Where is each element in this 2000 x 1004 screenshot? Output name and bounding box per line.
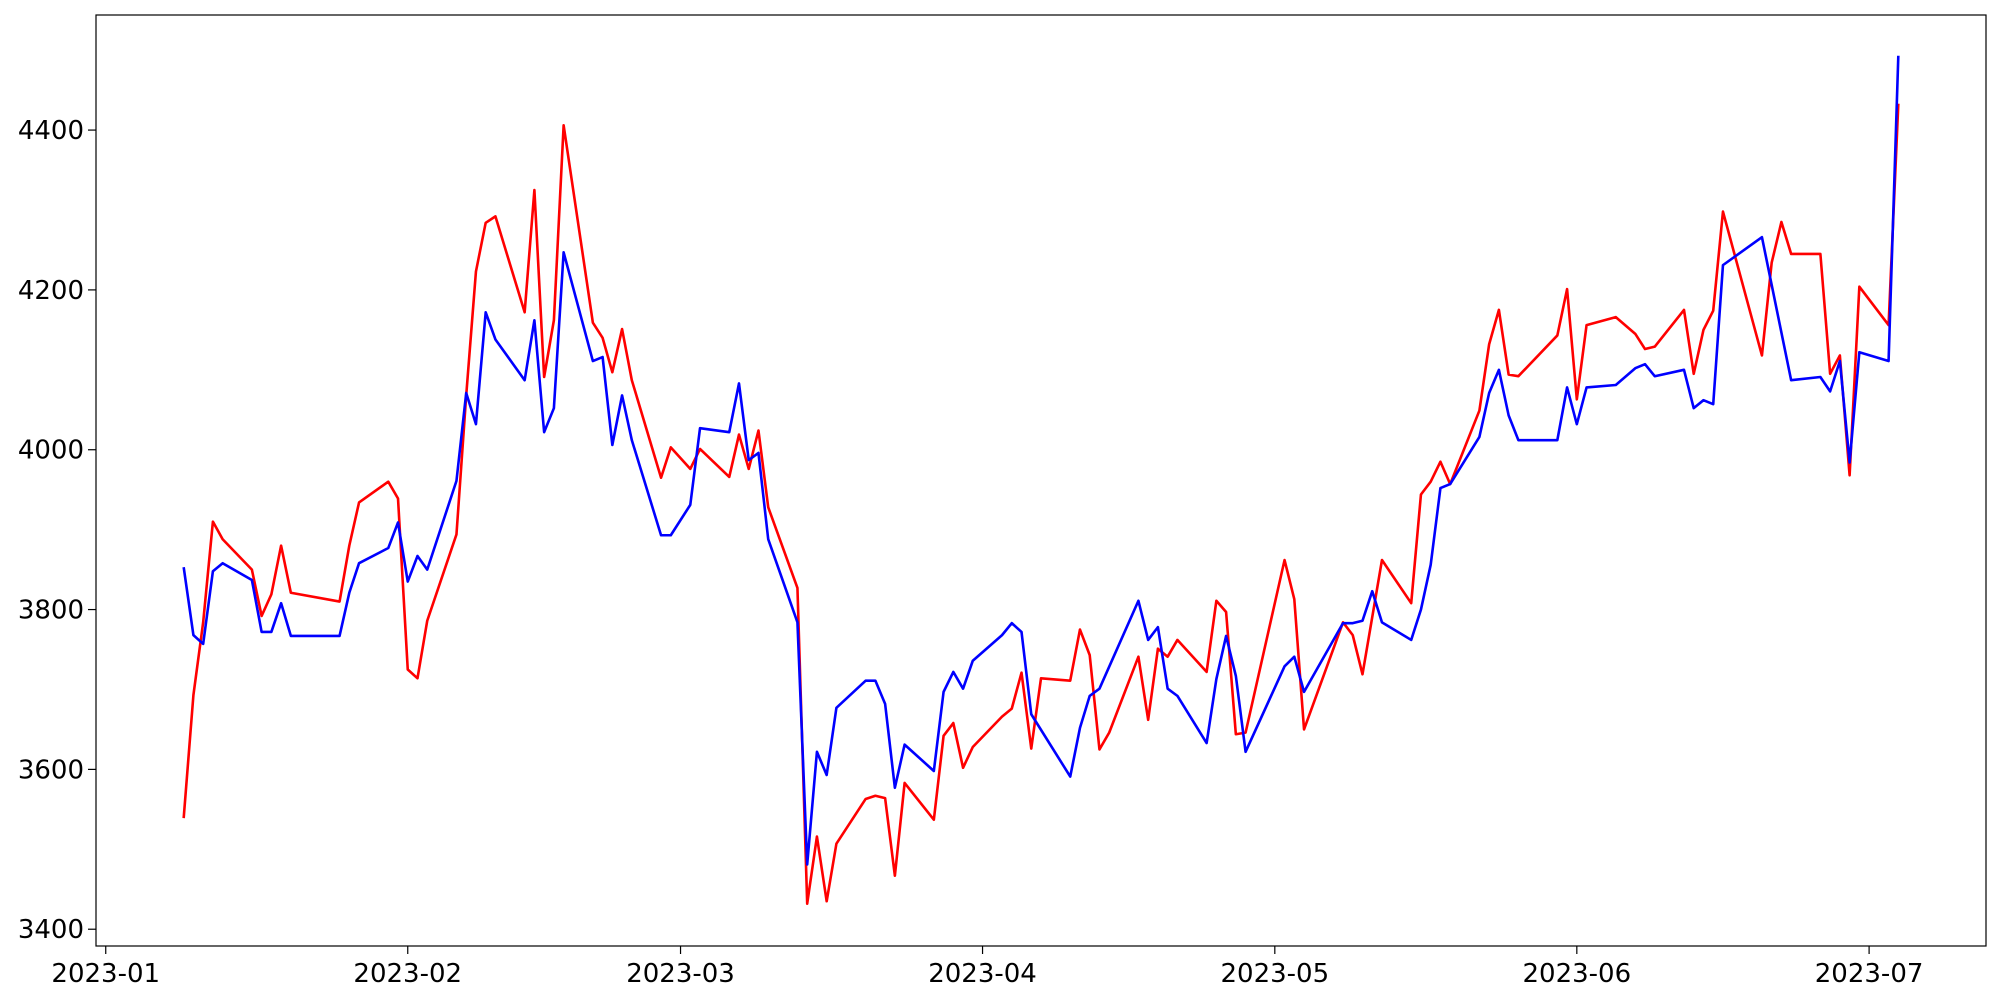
series-line bbox=[182, 103, 1900, 905]
x-tick-label: 2023-02 bbox=[353, 959, 462, 989]
y-tick-label: 4400 bbox=[18, 116, 84, 146]
x-tick-label: 2023-04 bbox=[928, 959, 1037, 989]
y-tick-label: 3800 bbox=[18, 596, 84, 626]
y-tick-label: 4000 bbox=[18, 436, 84, 466]
x-tick-label: 2023-05 bbox=[1220, 959, 1329, 989]
x-tick-label: 2023-07 bbox=[1815, 959, 1924, 989]
series-line bbox=[182, 55, 1900, 866]
y-tick-label: 3400 bbox=[18, 915, 84, 945]
x-tick-label: 2023-01 bbox=[51, 959, 160, 989]
y-tick-label: 4200 bbox=[18, 276, 84, 306]
x-tick-label: 2023-06 bbox=[1523, 959, 1632, 989]
plot-frame bbox=[95, 14, 1987, 947]
y-tick-label: 3600 bbox=[18, 755, 84, 785]
x-tick-label: 2023-03 bbox=[626, 959, 735, 989]
